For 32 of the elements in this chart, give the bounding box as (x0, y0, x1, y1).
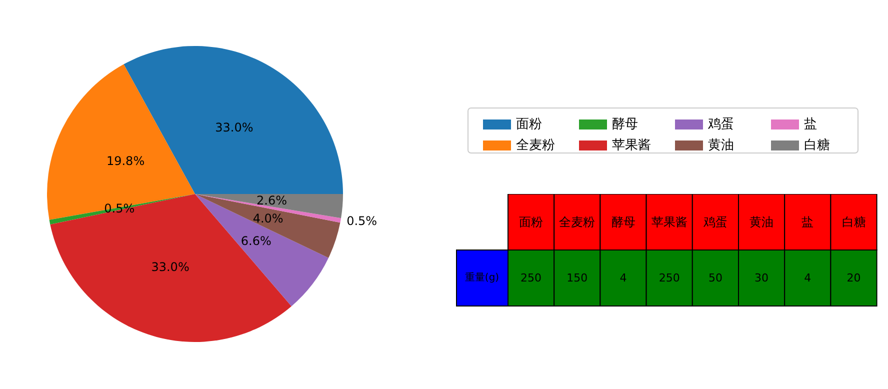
legend-label: 黄油 (708, 138, 734, 153)
legend-label: 白糖 (804, 138, 830, 153)
data-label: 33.0% (215, 120, 254, 135)
data-label: 150 (566, 272, 588, 284)
category-label: 面粉 (519, 215, 544, 229)
category-label: 苹果酱 (651, 215, 688, 229)
data-label: 250 (520, 272, 542, 284)
category-label: 鸡蛋 (702, 215, 728, 229)
legend-label: 盐 (804, 117, 817, 132)
category-label: 黄油 (750, 215, 774, 229)
data-label: 250 (658, 272, 680, 284)
legend-label: 面粉 (516, 117, 542, 132)
legend-label: 全麦粉 (516, 138, 555, 153)
category-label: 盐 (802, 215, 814, 229)
category-label: 白糖 (842, 215, 866, 229)
text: 重量(g) (464, 272, 500, 284)
category-label: 酵母 (611, 215, 636, 229)
legend-label: 酵母 (612, 117, 638, 132)
data-label: 19.8% (106, 154, 145, 168)
legend-label: 苹果酱 (612, 138, 651, 153)
data-label: 20 (846, 272, 861, 284)
data-label: 4 (620, 272, 627, 284)
category-label: 全麦粉 (559, 215, 596, 229)
data-label: 2.6% (256, 193, 287, 208)
data-label: 4.0% (252, 211, 284, 226)
data-label: 0.5% (346, 214, 378, 228)
data-label: 50 (708, 272, 722, 284)
data-label: 4 (804, 272, 812, 284)
data-label: 30 (754, 272, 769, 284)
data-label: 6.6% (240, 234, 272, 248)
legend-label: 鸡蛋 (707, 117, 734, 132)
data-label: 33.0% (151, 260, 190, 274)
